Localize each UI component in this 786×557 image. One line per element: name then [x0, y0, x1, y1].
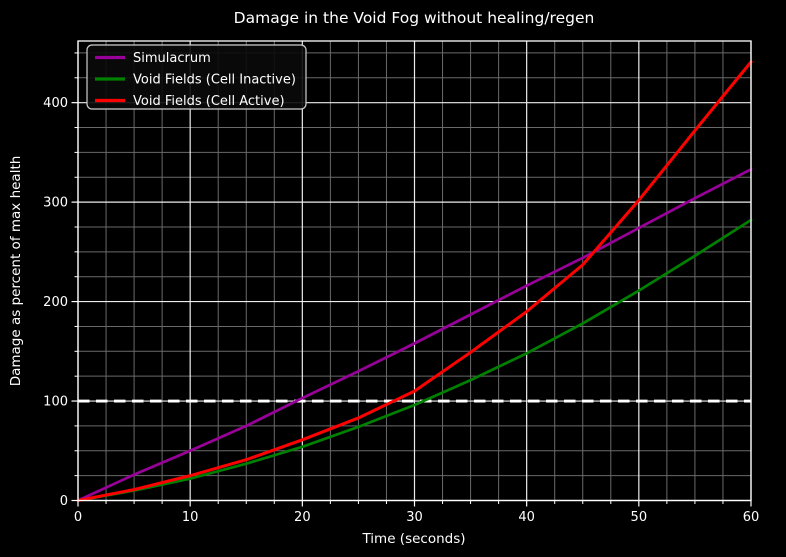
x-axis-label: Time (seconds) [361, 531, 465, 547]
chart-title: Damage in the Void Fog without healing/r… [234, 9, 595, 27]
y-tick-label: 400 [43, 96, 68, 111]
legend-box [86, 44, 307, 110]
x-tick-label: 40 [518, 510, 535, 525]
series-line-0 [76, 167, 753, 502]
legend-label-1: Void Fields (Cell Inactive) [133, 73, 296, 88]
legend-label-0: Simulacrum [133, 51, 211, 66]
series-line-2 [76, 60, 753, 502]
x-tick-label: 20 [294, 510, 311, 525]
y-tick-label: 0 [60, 494, 68, 509]
x-tick-label: 50 [631, 510, 648, 525]
series-line-1 [76, 218, 753, 502]
x-tick-label: 0 [74, 510, 82, 525]
x-tick-label: 30 [406, 510, 423, 525]
y-axis-label: Damage as percent of max health [8, 156, 24, 387]
x-tick-label: 10 [182, 510, 199, 525]
y-tick-label: 300 [43, 196, 68, 211]
legend-label-2: Void Fields (Cell Active) [133, 94, 285, 109]
y-tick-label: 200 [43, 295, 68, 310]
y-tick-label: 100 [43, 395, 68, 410]
x-tick-label: 60 [743, 510, 760, 525]
